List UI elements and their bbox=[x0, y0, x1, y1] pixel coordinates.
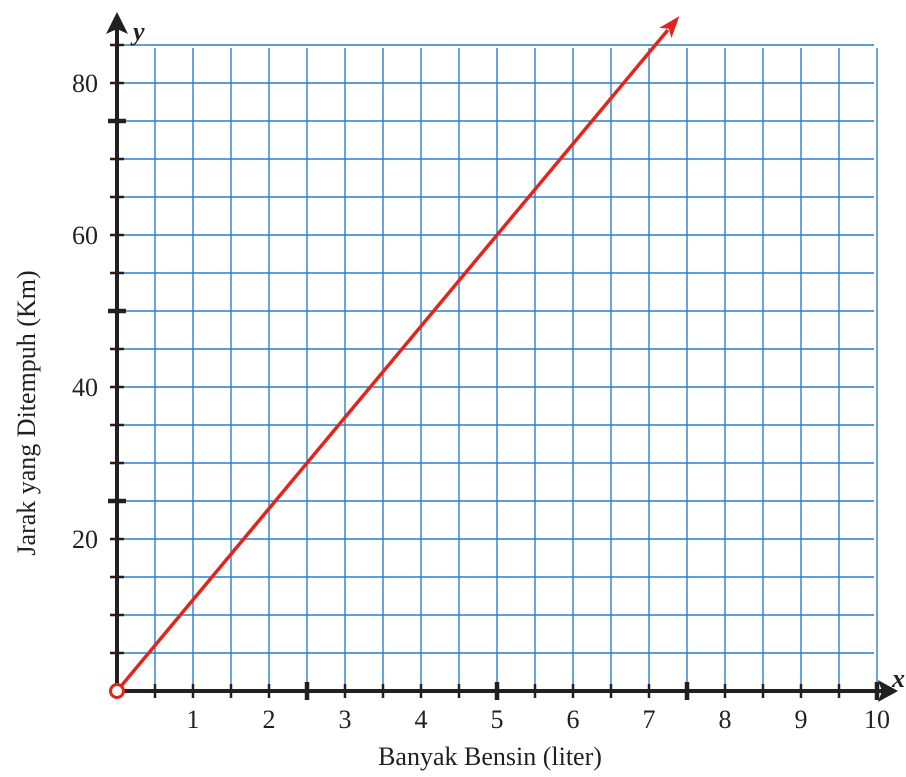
x-axis-variable: x bbox=[891, 664, 905, 693]
axes bbox=[106, 12, 898, 702]
tick-labels: 1 2 3 4 5 6 7 8 9 10 20 40 60 80 bbox=[72, 69, 890, 734]
series-origin-point bbox=[109, 683, 125, 699]
x-tick-label: 7 bbox=[643, 705, 656, 734]
y-tick-label: 60 bbox=[72, 221, 98, 250]
x-axis-arrowhead bbox=[878, 680, 898, 702]
x-tick-label: 9 bbox=[795, 705, 808, 734]
x-tick-label: 6 bbox=[567, 705, 580, 734]
ticks bbox=[108, 43, 880, 700]
y-axis-variable: y bbox=[130, 17, 145, 46]
y-axis-title: Jarak yang Ditempuh (Km) bbox=[12, 270, 41, 555]
y-axis-arrowhead bbox=[106, 12, 128, 34]
x-tick-label: 5 bbox=[491, 705, 504, 734]
x-tick-label: 4 bbox=[415, 705, 428, 734]
series-line bbox=[115, 28, 670, 693]
x-tick-label: 8 bbox=[719, 705, 732, 734]
series-arrowhead bbox=[659, 16, 680, 39]
y-tick-label: 40 bbox=[72, 373, 98, 402]
x-tick-label: 10 bbox=[864, 705, 890, 734]
series bbox=[109, 16, 680, 699]
y-tick-label: 20 bbox=[72, 525, 98, 554]
x-tick-label: 2 bbox=[263, 705, 276, 734]
x-tick-label: 3 bbox=[339, 705, 352, 734]
grid bbox=[117, 44, 878, 691]
x-axis-title: Banyak Bensin (liter) bbox=[378, 742, 602, 771]
y-tick-label: 80 bbox=[72, 69, 98, 98]
x-tick-label: 1 bbox=[187, 705, 200, 734]
